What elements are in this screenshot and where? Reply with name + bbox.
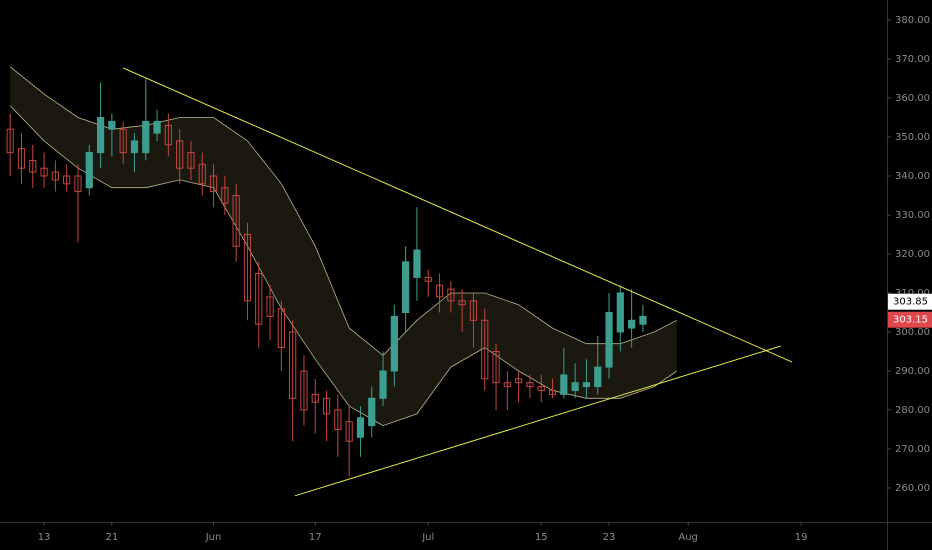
candle-body [209,175,218,193]
candle-body [164,124,172,146]
x-tick-label: 13 [38,532,51,543]
x-tick-label: 15 [535,532,548,543]
candle-body [255,272,263,325]
candle-body [594,366,602,388]
trendline [294,345,781,497]
candle-body [402,261,410,313]
price-label-box [888,311,932,328]
y-tick-label: 340.00 [895,171,930,182]
y-tick-label: 310.00 [895,288,930,299]
candle-body [458,300,466,306]
candle-body [526,382,534,388]
candle-body [176,140,184,169]
candle-body [481,319,489,380]
candle-body [390,315,398,372]
candle-body [571,382,579,391]
candle-body [266,296,274,317]
candle-body [368,397,376,427]
candle-body [311,393,319,403]
x-tick-label: 19 [795,532,808,543]
candle-body [560,374,568,395]
candle-body [334,409,342,430]
candle-body [243,234,252,302]
candle-body [548,389,557,395]
trendline [122,67,793,363]
candle-body [356,417,365,438]
candle-body [198,163,206,185]
x-tick-label: Jul [421,532,434,543]
y-tick-label: 290.00 [895,366,930,377]
y-tick-label: 260.00 [895,483,930,494]
y-tick-label: 280.00 [895,405,930,416]
candle-body [29,159,37,173]
price-label: 303.85 [893,297,928,308]
y-tick-label: 330.00 [895,210,930,221]
candle-body [17,148,26,169]
candle-body [108,120,116,130]
candle-body [492,350,500,384]
candle-body [424,276,432,282]
candle-body [221,187,229,204]
candle-body [187,152,195,169]
candle-body [379,370,387,399]
candle-body [413,249,421,278]
candle-body [537,386,545,391]
candle-body [6,128,14,154]
candle-body [322,397,331,415]
x-tick-label: 17 [309,532,322,543]
candle-body [447,288,455,302]
y-tick-label: 370.00 [895,54,930,65]
y-tick-label: 320.00 [895,249,930,260]
candle-body [40,167,48,177]
candle-body [277,308,285,349]
y-tick-label: 360.00 [895,93,930,104]
candle-body [119,128,127,154]
candle-body [153,120,161,134]
candle-body [142,120,150,154]
candle-body [232,195,240,247]
candle-body [469,300,478,321]
candle-body [345,421,353,442]
x-tick-label: Jun [205,532,222,543]
y-tick-label: 270.00 [895,444,930,455]
candle-body [582,382,591,388]
candle-body [300,370,308,411]
x-tick-label: Aug [678,532,698,543]
candle-body [639,315,647,325]
candle-body [63,175,71,185]
x-tick-label: 23 [603,532,616,543]
candle-body [74,175,82,193]
candle-body [130,140,139,154]
candle-body [616,292,624,333]
candle-body [503,382,511,388]
candle-body [51,171,59,181]
candle-body [96,117,105,154]
candle-body [435,284,444,298]
candle-body [628,319,636,329]
candle-body [605,311,613,368]
x-tick-label: 21 [105,532,118,543]
price-label-box [888,293,932,310]
candle-body [289,331,297,399]
y-tick-label: 380.00 [895,15,930,26]
candle-body [515,378,523,384]
y-tick-label: 300.00 [895,327,930,338]
y-tick-label: 350.00 [895,132,930,143]
price-label: 303.15 [893,315,928,326]
candle-body [85,152,93,189]
